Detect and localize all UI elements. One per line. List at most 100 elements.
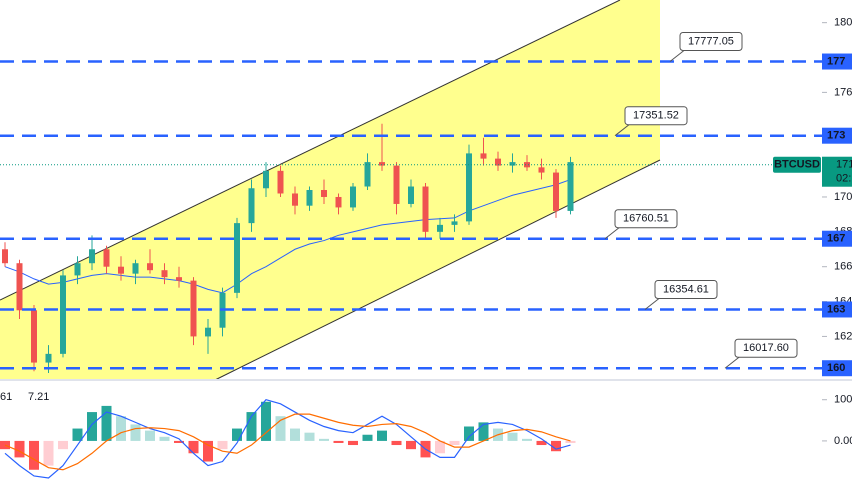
macd-histogram-bar: [87, 412, 97, 441]
macd-histogram-bar: [565, 440, 576, 443]
macd-histogram-bar: [246, 412, 257, 441]
candle-body: [292, 193, 298, 206]
macd-legend-value: 7.21: [28, 391, 49, 403]
level-axis-box: [822, 53, 852, 70]
level-axis-label: 173: [827, 130, 845, 142]
candle-body: [147, 263, 153, 271]
level-axis-label: 163: [827, 303, 845, 315]
channel-upper: [0, 0, 621, 301]
macd-histogram-bar: [174, 440, 184, 443]
macd-histogram-bar: [101, 405, 112, 441]
candle-body: [205, 327, 211, 337]
macd-histogram-bar: [435, 440, 445, 454]
macd-histogram-bar: [130, 424, 141, 441]
y-tick-label: 162: [834, 330, 852, 342]
macd-legend-value: 61: [0, 391, 12, 403]
macd-histogram-bar: [58, 440, 68, 450]
candle-body: [321, 190, 327, 197]
candle-body: [234, 223, 240, 293]
candle-body: [306, 190, 313, 206]
macd-histogram-bar: [0, 440, 10, 450]
candle-body: [118, 266, 124, 274]
candle-body: [2, 249, 8, 264]
level-label-box: [734, 338, 798, 358]
level-axis-box: [822, 301, 852, 318]
level-label-box: [679, 32, 743, 52]
macd-histogram-bar: [116, 416, 126, 441]
macd-histogram-bar: [304, 432, 315, 441]
candle-body: [335, 196, 342, 208]
level-axis-box: [822, 230, 852, 247]
level-axis-box: [822, 127, 852, 144]
candle-body: [379, 162, 385, 166]
macd-histogram-bar: [232, 428, 242, 441]
macd-histogram-bar: [203, 440, 213, 462]
macd-histogram-bar: [464, 426, 474, 441]
candle-body: [45, 353, 52, 363]
macd-histogram-bar: [536, 440, 547, 446]
level-label: 16760.51: [623, 213, 669, 225]
channel-fill: [0, 0, 660, 380]
macd-histogram-bar: [159, 436, 170, 441]
candle-body: [161, 270, 168, 278]
macd-y-tick-label: 100: [834, 394, 852, 406]
level-axis-label: 177: [827, 55, 845, 67]
level-label: 17777.05: [688, 35, 734, 47]
macd-signal-line: [4, 413, 571, 471]
candle-body: [422, 186, 429, 232]
macd-histogram-bar: [14, 440, 25, 458]
level-label-box: [654, 279, 718, 299]
symbol-name: BTCUSD: [774, 159, 820, 171]
macd-histogram-bar: [362, 434, 373, 441]
y-tick-label: 166: [834, 261, 852, 273]
candle-body: [277, 170, 284, 194]
level-axis-label: 160: [827, 362, 845, 374]
candle-body: [538, 167, 545, 173]
candle-body: [132, 263, 139, 274]
candle-body: [466, 153, 472, 222]
level-label-box: [614, 209, 678, 229]
candle-body: [350, 186, 356, 208]
candle-body: [176, 277, 182, 281]
candle-body: [437, 224, 443, 232]
level-label: 17351.52: [633, 110, 679, 122]
candle-body: [31, 310, 37, 363]
macd-histogram-bar: [275, 416, 286, 441]
level-pointer: [614, 124, 630, 137]
candle-body: [248, 188, 255, 224]
level-axis-box: [822, 360, 852, 377]
level-pointer: [644, 298, 660, 310]
candle-body: [509, 162, 516, 166]
level-axis-label: 167: [827, 233, 845, 245]
price-label: 171: [836, 159, 852, 171]
macd-histogram-bar: [449, 440, 460, 446]
level-pointer: [669, 50, 685, 62]
level-label: 16017.60: [743, 342, 789, 354]
candle-body: [16, 263, 23, 311]
candle-body: [103, 249, 110, 267]
candle-body: [60, 275, 66, 354]
macd-histogram-bar: [319, 438, 329, 441]
macd-y-tick-label: 0.00: [834, 435, 852, 447]
macd-histogram-bar: [478, 422, 489, 441]
macd-histogram-bar: [348, 440, 358, 446]
macd-histogram-bar: [261, 401, 271, 441]
candle-body: [524, 162, 530, 168]
moving-average: [4, 179, 571, 294]
candle-body: [74, 263, 81, 276]
macd-histogram-bar: [333, 440, 344, 443]
macd-histogram-bar: [522, 438, 532, 441]
macd-histogram-bar: [290, 428, 300, 441]
macd-histogram-bar: [72, 428, 83, 441]
macd-histogram-bar: [391, 440, 402, 446]
candle-body: [553, 172, 559, 211]
macd-histogram-bar: [29, 440, 39, 470]
macd-histogram-bar: [377, 430, 387, 441]
y-tick-label: 176: [834, 86, 852, 98]
macd-histogram-bar: [188, 440, 199, 454]
candle-body: [408, 186, 414, 204]
candle-body: [89, 249, 95, 264]
candle-body: [263, 170, 269, 189]
